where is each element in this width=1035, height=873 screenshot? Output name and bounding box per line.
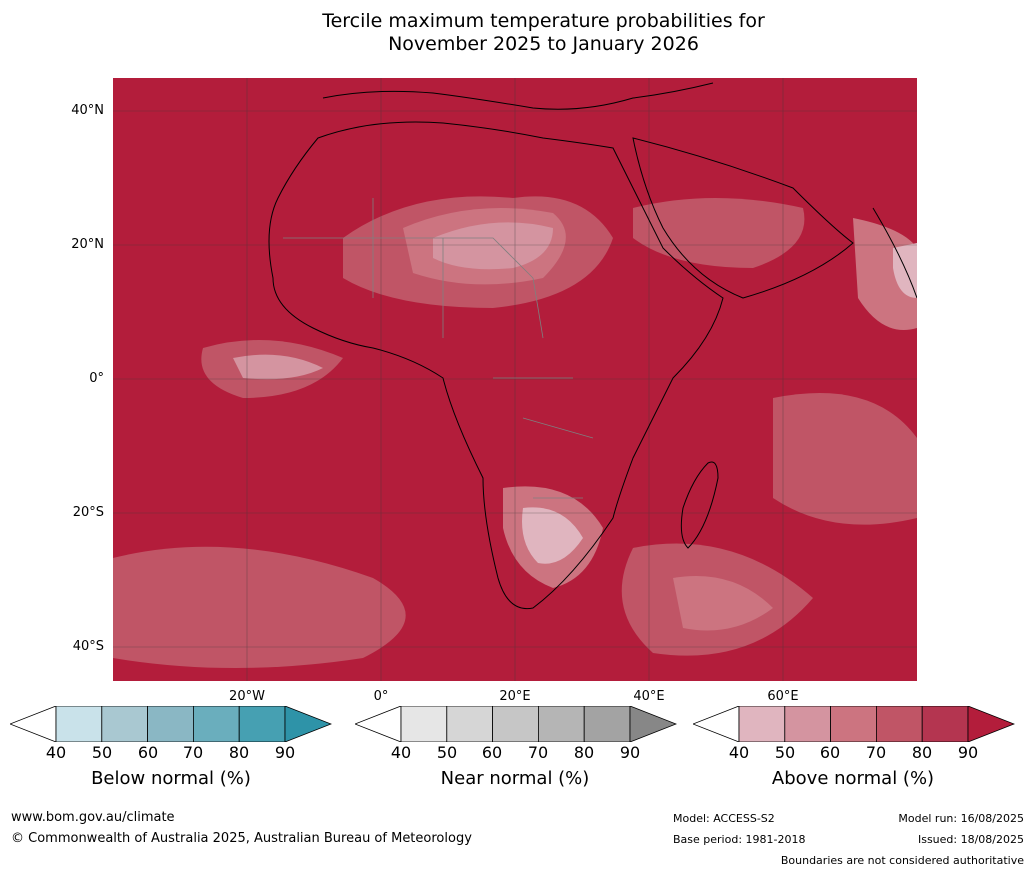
probability-map [113,78,917,681]
lon-label-40e: 40°E [633,689,665,704]
africa-coastline [268,121,724,610]
colorbar-near-under-triangle [355,706,402,742]
colorbar-below-over-triangle [284,706,332,742]
colorbar-near-segment-1 [400,706,448,742]
tick-near-70: 70 [527,743,549,762]
colorbar-near-segment-3 [492,706,539,742]
tick-above-40: 40 [728,743,750,762]
tick-below-70: 70 [182,743,204,762]
contour-indian-ocean-inner [673,576,773,631]
colorbar-near [355,706,677,742]
colorbar-above-svg [693,706,1015,742]
contour-east-indian [773,393,917,525]
colorbar-below-segment-5 [238,706,286,742]
colorbar-above-segment-1 [738,706,786,742]
lon-label-60e: 60°E [767,689,799,704]
tick-below-90: 90 [274,743,296,762]
contour-arabia [633,198,805,268]
tick-below-60: 60 [137,743,159,762]
colorbar-below-title: Below normal (%) [91,768,251,789]
tick-below-40: 40 [45,743,67,762]
footer-model: Model: ACCESS-S2 [673,812,775,825]
india-coastline [872,207,917,299]
tick-below-80: 80 [228,743,250,762]
tick-above-90: 90 [957,743,979,762]
tick-near-80: 80 [573,743,595,762]
tick-above-50: 50 [774,743,796,762]
title-line-2: November 2025 to January 2026 [388,33,699,55]
contour-india [853,218,917,330]
chart-title: Tercile maximum temperature probabilitie… [0,10,1035,56]
colorbar-above-over-triangle [967,706,1015,742]
country-borders [283,198,594,499]
lat-label-40s: 40°S [72,639,104,654]
colorbar-below-segment-1 [55,706,103,742]
arabia-coastline [632,137,854,299]
coastlines [268,82,917,610]
contour-south-africa-inner [522,507,583,564]
title-line-1: Tercile maximum temperature probabilitie… [322,10,765,32]
tick-near-50: 50 [436,743,458,762]
probability-contours [113,196,917,668]
contour-india-inner [893,243,917,298]
footer-copyright: © Commonwealth of Australia 2025, Austra… [11,831,472,846]
colorbar-below-under-triangle [10,706,57,742]
colorbar-below-segment-2 [101,706,149,742]
lat-label-20n: 20°N [71,237,104,252]
colorbar-below [10,706,332,742]
tick-near-60: 60 [481,743,503,762]
footer-model-run: Model run: 16/08/2025 [898,812,1024,825]
colorbar-above-segment-3 [830,706,877,742]
tick-below-50: 50 [91,743,113,762]
tick-above-70: 70 [865,743,887,762]
lon-label-20w: 20°W [229,689,265,704]
tick-near-40: 40 [390,743,412,762]
colorbar-near-over-triangle [629,706,677,742]
contour-sahara-50 [433,222,553,270]
footer-base-period: Base period: 1981-2018 [673,833,806,846]
madagascar-coastline [680,461,719,549]
tick-above-80: 80 [911,743,933,762]
tick-above-60: 60 [819,743,841,762]
contour-south-atlantic [113,546,406,668]
colorbar-above-title: Above normal (%) [771,768,935,789]
lon-label-20e: 20°E [499,689,531,704]
footer-website: www.bom.gov.au/climate [11,810,175,825]
colorbar-near-segment-5 [583,706,631,742]
colorbar-above-segment-4 [875,706,923,742]
colorbar-below-segment-4 [192,706,240,742]
gridlines [113,78,917,681]
colorbar-above-segment-5 [921,706,969,742]
colorbar-near-segment-4 [537,706,585,742]
lat-label-20s: 20°S [72,505,104,520]
colorbar-above-under-triangle [693,706,740,742]
colorbar-near-segment-2 [446,706,494,742]
colorbar-above [693,706,1015,742]
colorbar-below-segment-3 [147,706,194,742]
colorbar-below-svg [10,706,332,742]
colorbar-near-svg [355,706,677,742]
lat-label-0: 0° [89,371,104,386]
europe-coastline [322,82,714,110]
footer-disclaimer: Boundaries are not considered authoritat… [780,854,1024,867]
lat-label-40n: 40°N [71,103,104,118]
contour-atlantic-eq-inner [233,354,323,380]
colorbar-near-title: Near normal (%) [440,768,590,789]
tick-near-90: 90 [619,743,641,762]
footer-issued: Issued: 18/08/2025 [917,833,1024,846]
lon-label-0: 0° [373,689,389,704]
colorbar-above-segment-2 [784,706,832,742]
